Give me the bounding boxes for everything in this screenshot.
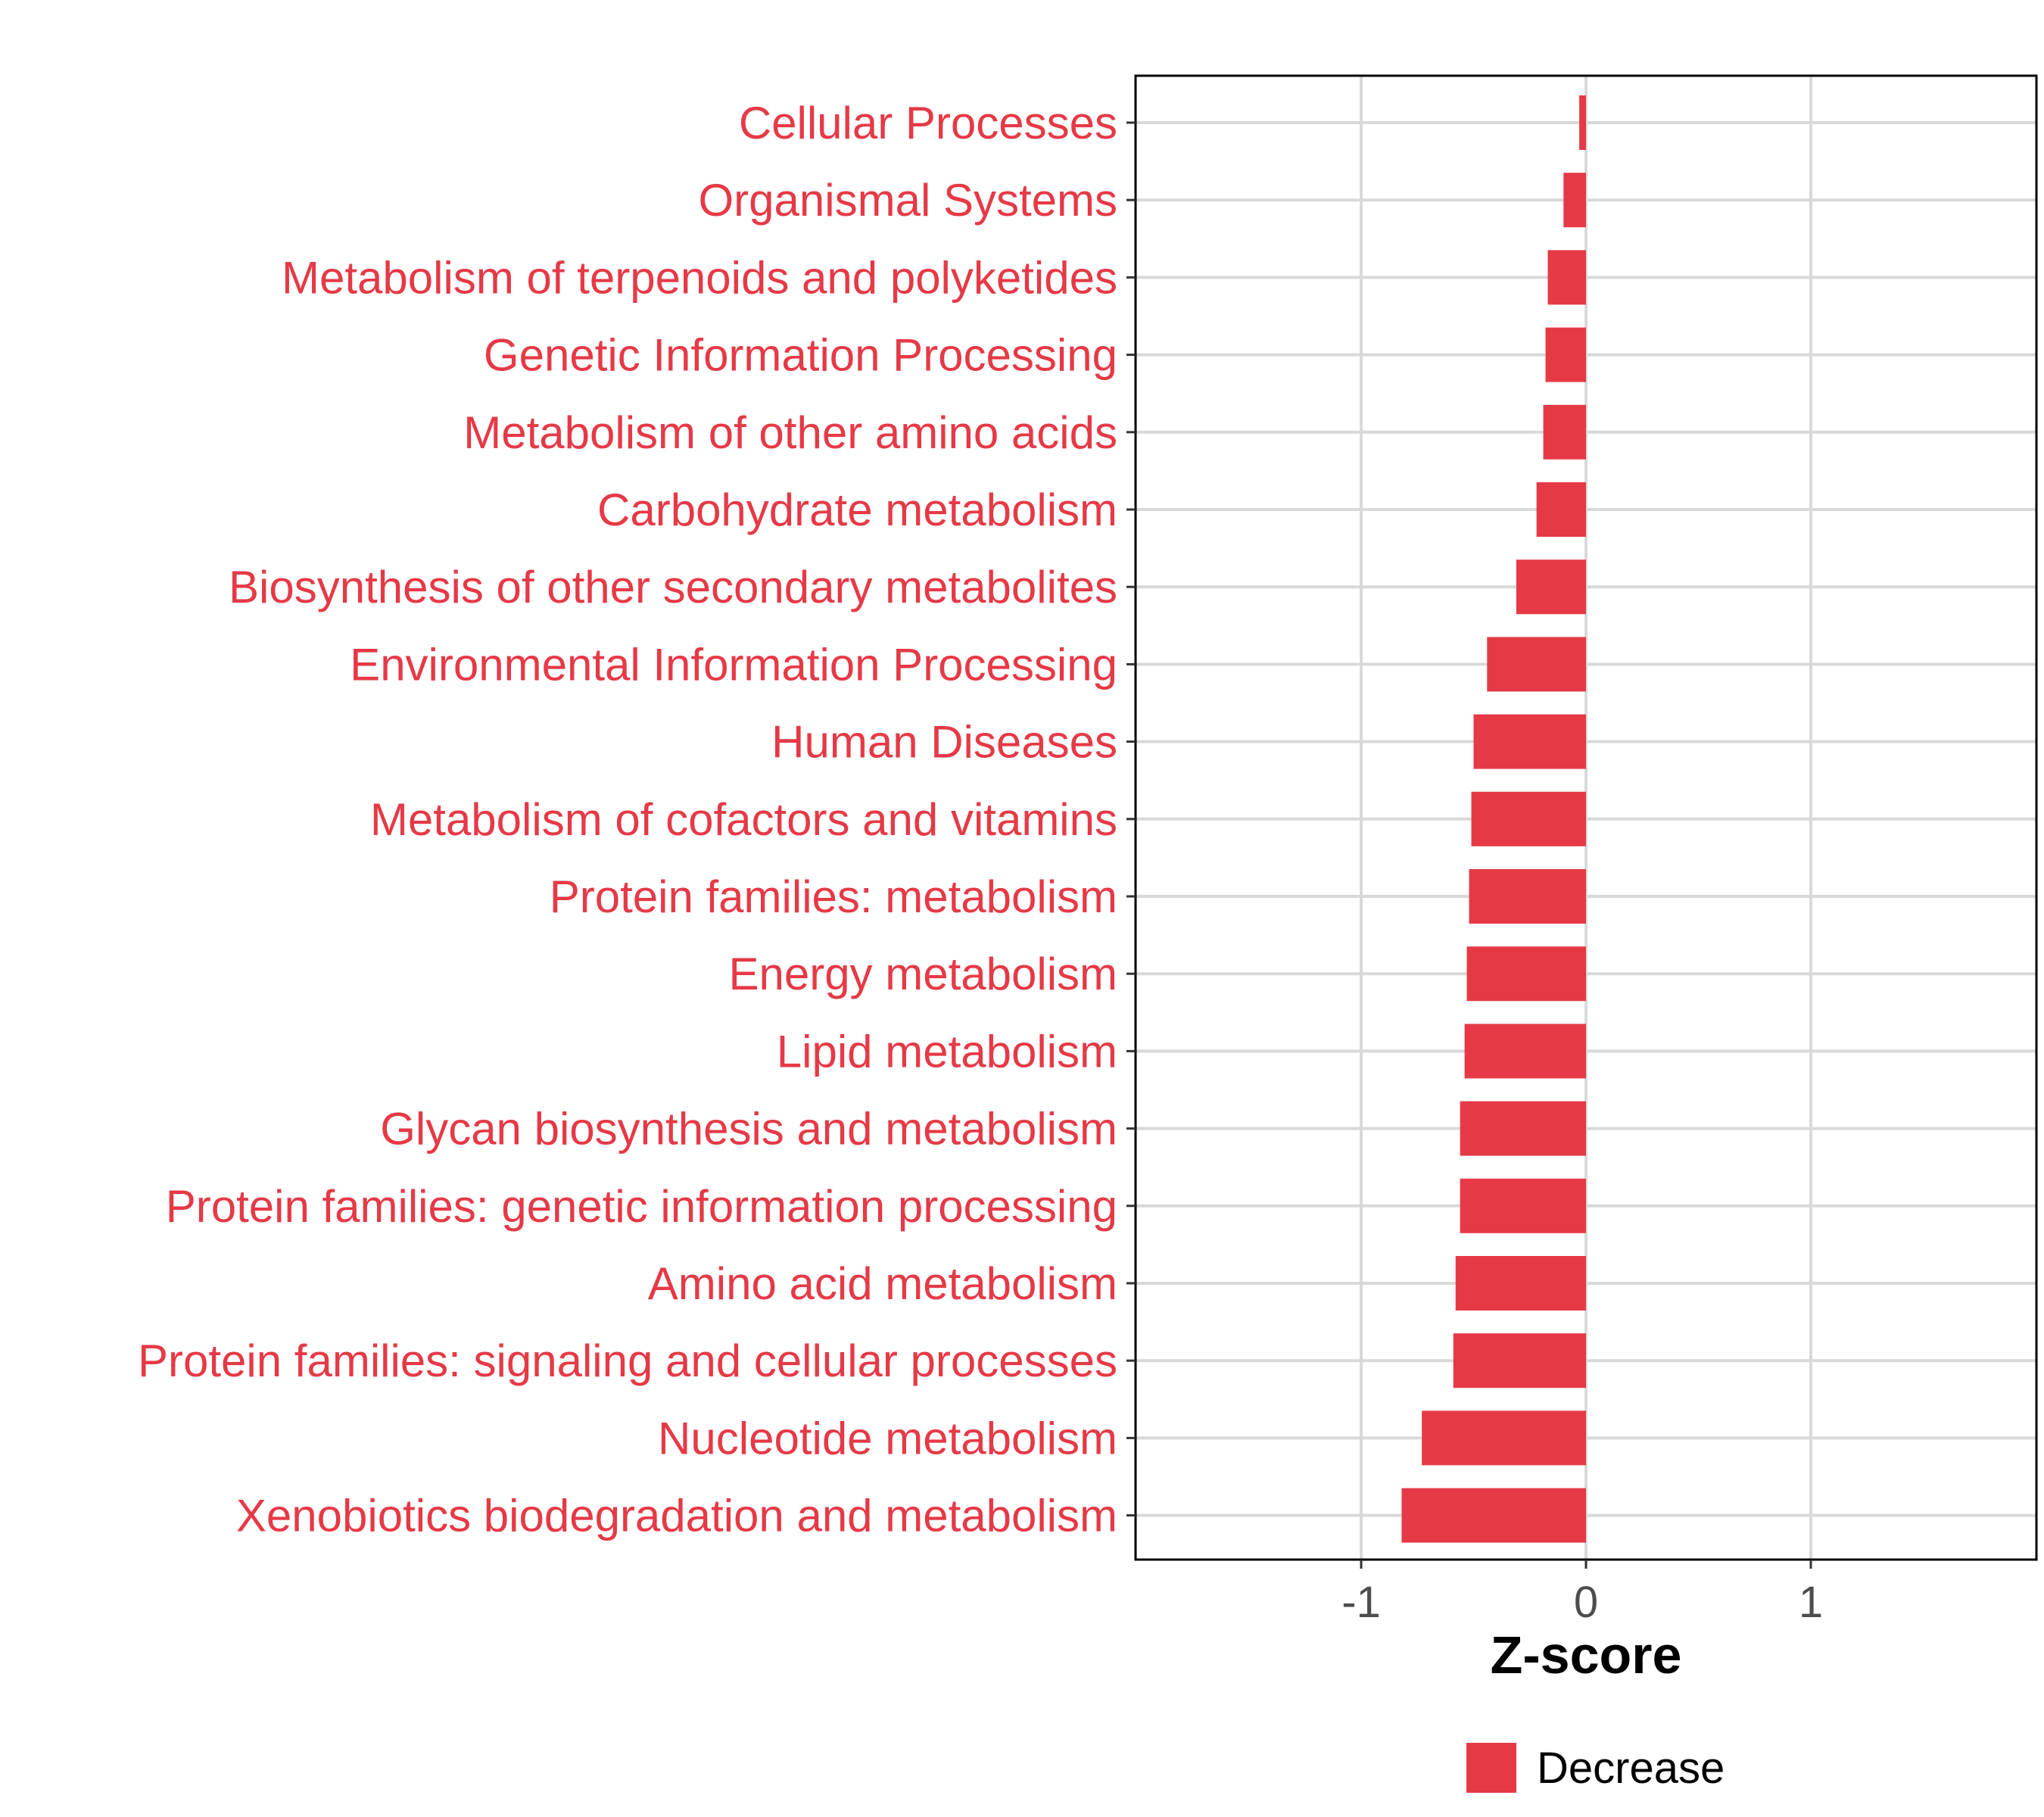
y-tick-label: Glycan biosynthesis and metabolism	[380, 1104, 1117, 1155]
y-tick-label: Cellular Processes	[739, 98, 1117, 148]
y-tick-label: Protein families: metabolism	[550, 871, 1117, 922]
bar	[1460, 1178, 1586, 1233]
y-axis-ticks	[1126, 121, 1136, 1517]
x-tick-label: 1	[1799, 1578, 1823, 1627]
bar	[1455, 1256, 1586, 1311]
bar	[1466, 946, 1586, 1002]
legend: Decrease	[1466, 1743, 1725, 1793]
bar	[1453, 1333, 1586, 1388]
bar	[1473, 714, 1586, 769]
y-tick-label: Metabolism of terpenoids and polyketides	[282, 252, 1117, 303]
y-tick-label: Lipid metabolism	[777, 1026, 1117, 1077]
x-tick-label: 0	[1574, 1578, 1598, 1627]
y-tick-label: Protein families: signaling and cellular…	[138, 1335, 1117, 1386]
bar	[1536, 482, 1586, 537]
y-tick-label: Genetic Information Processing	[484, 330, 1117, 381]
y-tick-label: Carbohydrate metabolism	[597, 485, 1117, 535]
x-axis-title: Z-score	[1491, 1625, 1682, 1685]
y-tick-label: Energy metabolism	[728, 949, 1117, 999]
bar	[1401, 1488, 1586, 1543]
y-tick-label: Metabolism of other amino acids	[463, 407, 1117, 458]
y-tick-label: Metabolism of cofactors and vitamins	[370, 794, 1117, 845]
y-tick-label: Organismal Systems	[699, 175, 1117, 226]
y-axis-labels: Cellular Processes Organismal Systems Meta…	[138, 98, 1117, 1541]
y-tick-label: Nucleotide metabolism	[658, 1413, 1117, 1463]
legend-label-decrease: Decrease	[1537, 1744, 1725, 1793]
y-tick-label: Human Diseases	[771, 717, 1117, 768]
bar	[1460, 1101, 1586, 1156]
bar	[1487, 637, 1586, 692]
bars	[1401, 95, 1586, 1543]
bar	[1543, 404, 1586, 460]
y-tick-label: Amino acid metabolism	[648, 1258, 1117, 1309]
x-tick-label: -1	[1341, 1578, 1381, 1627]
bar	[1422, 1410, 1586, 1466]
bar	[1471, 791, 1586, 846]
y-tick-label: Biosynthesis of other secondary metaboli…	[229, 562, 1117, 612]
y-tick-label: Xenobiotics biodegradation and metabolis…	[236, 1491, 1117, 1541]
bar	[1469, 869, 1586, 924]
x-axis-ticks: -1 0 1	[1341, 1560, 1823, 1627]
bar	[1545, 327, 1586, 382]
bar	[1547, 250, 1586, 305]
bar	[1579, 95, 1586, 150]
y-tick-label: Environmental Information Processing	[350, 639, 1117, 690]
y-tick-label: Protein families: genetic information pr…	[166, 1181, 1117, 1232]
legend-key-decrease	[1466, 1743, 1516, 1793]
bar	[1516, 559, 1586, 615]
bar	[1563, 173, 1586, 228]
bar	[1464, 1024, 1586, 1079]
